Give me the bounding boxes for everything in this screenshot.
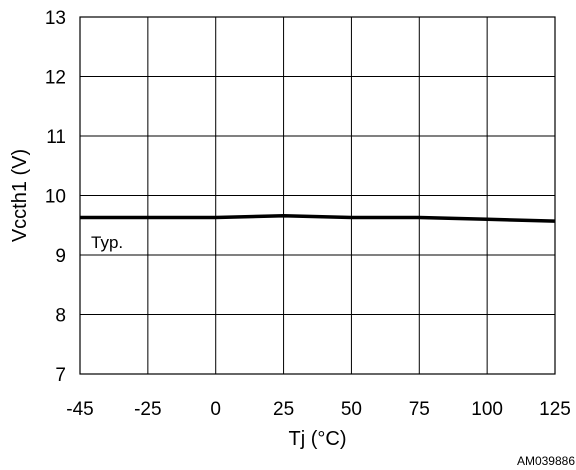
y-axis-title: Vccth1 (V) [9,149,31,242]
document-id: AM039886 [517,454,575,468]
x-tick-label: 25 [273,399,294,420]
x-tick-label: 125 [539,399,571,420]
y-tick-label: 12 [45,68,66,89]
grid [80,17,555,374]
x-tick-labels: -45 -25 0 25 50 75 100 125 [66,399,571,420]
x-tick-label: 100 [471,399,503,420]
y-tick-label: 13 [45,8,66,29]
y-tick-labels: 7 8 9 10 11 12 13 [45,8,66,386]
y-tick-label: 11 [46,127,66,148]
y-tick-label: 10 [45,187,66,208]
x-tick-label: 50 [341,399,362,420]
x-tick-label: 0 [210,399,221,420]
x-tick-label: -45 [66,399,93,420]
y-tick-label: 8 [55,306,66,327]
x-tick-label: -25 [134,399,161,420]
y-tick-label: 9 [55,246,66,267]
x-axis-title: Tj (°C) [289,428,347,450]
y-tick-label: 7 [55,365,66,386]
series-group [80,213,556,223]
plot-frame [79,16,556,375]
x-tick-label: 75 [409,399,430,420]
typ-annotation: Typ. [91,233,123,252]
series-line-typ [80,213,556,223]
